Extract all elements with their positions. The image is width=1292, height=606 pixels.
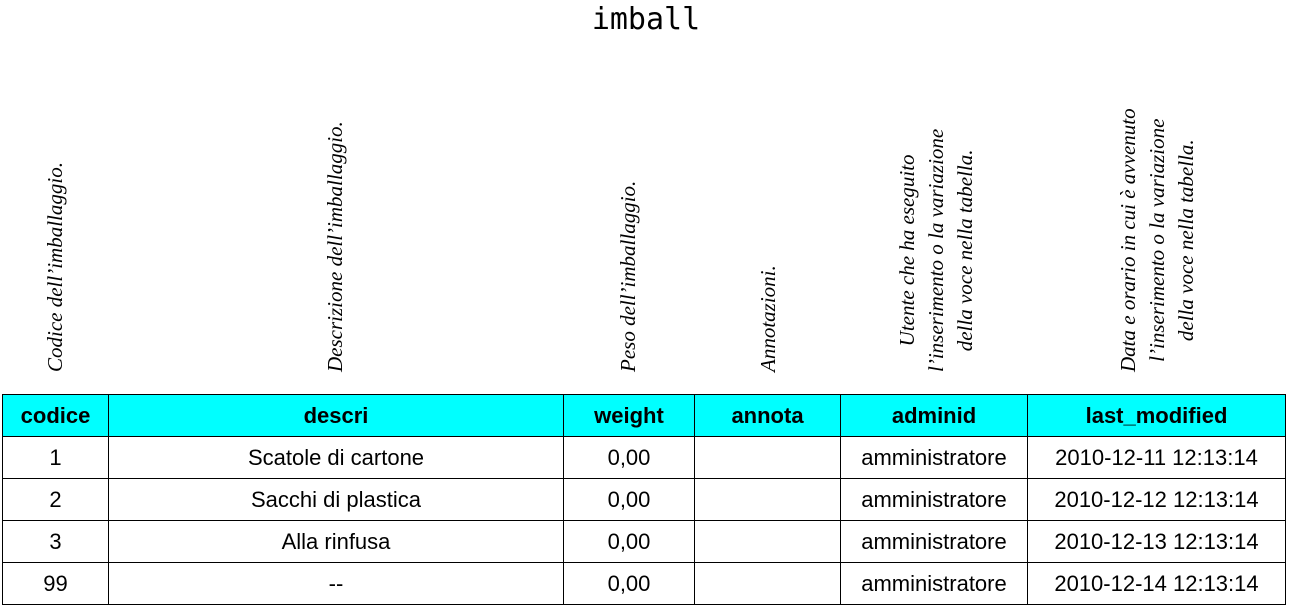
cell-descri: Scatole di cartone	[108, 436, 564, 479]
cell-annota	[694, 520, 841, 563]
column-header-codice: codice	[2, 394, 109, 437]
data-table: codice descri weight annota adminid last_modi…	[2, 394, 1286, 605]
cell-codice: 1	[2, 436, 109, 479]
cell-last-modified: 2010-12-13 12:13:14	[1027, 520, 1286, 563]
cell-weight: 0,00	[563, 520, 695, 563]
column-description-line: Codice dell’imballaggio.	[42, 162, 67, 372]
column-description-line: l’inserimento o la variazione	[1144, 118, 1169, 362]
column-description-line: Descrizione dell’imballaggio.	[322, 121, 347, 372]
column-description-line: della voce nella tabella.	[1173, 139, 1198, 342]
column-description-annota: Annotazioni.	[754, 265, 783, 372]
column-header-descri: descri	[108, 394, 564, 437]
column-description-line: Peso dell’imballaggio.	[615, 180, 640, 372]
page-title: imball	[591, 2, 701, 37]
column-description-last-modified: Data e orario in cui è avvenuto l’inserim…	[1114, 108, 1201, 372]
cell-adminid: amministratore	[840, 520, 1028, 563]
column-description-line: della voce nella tabella.	[952, 149, 977, 352]
column-header-weight: weight	[563, 394, 695, 437]
cell-annota	[694, 562, 841, 605]
cell-annota	[694, 436, 841, 479]
column-description-codice: Codice dell’imballaggio.	[41, 162, 70, 372]
column-description-line: l’inserimento o la variazione	[923, 128, 948, 372]
cell-descri: Alla rinfusa	[108, 520, 564, 563]
cell-adminid: amministratore	[840, 562, 1028, 605]
column-description-line: Annotazioni.	[755, 265, 780, 372]
table-row: 99 -- 0,00 amministratore 2010-12-14 12:13:1…	[2, 562, 1286, 605]
cell-weight: 0,00	[563, 436, 695, 479]
cell-codice: 99	[2, 562, 109, 605]
cell-last-modified: 2010-12-12 12:13:14	[1027, 478, 1286, 521]
cell-last-modified: 2010-12-14 12:13:14	[1027, 562, 1286, 605]
column-description-weight: Peso dell’imballaggio.	[614, 181, 643, 372]
table-header-row: codice descri weight annota adminid last_modi…	[2, 394, 1286, 437]
cell-descri: --	[108, 562, 564, 605]
cell-codice: 2	[2, 478, 109, 521]
column-description-line: Data e orario in cui è avvenuto	[1115, 108, 1140, 372]
cell-last-modified: 2010-12-11 12:13:14	[1027, 436, 1286, 479]
column-description-adminid: Utente che ha eseguito l’inserimento o la…	[893, 129, 980, 372]
cell-adminid: amministratore	[840, 436, 1028, 479]
table-row: 3 Alla rinfusa 0,00 amministratore 2010-12-1…	[2, 520, 1286, 563]
cell-codice: 3	[2, 520, 109, 563]
cell-descri: Sacchi di plastica	[108, 478, 564, 521]
cell-weight: 0,00	[563, 478, 695, 521]
column-description-line: Utente che ha eseguito	[894, 154, 919, 347]
column-header-annota: annota	[694, 394, 841, 437]
cell-annota	[694, 478, 841, 521]
column-description-descri: Descrizione dell’imballaggio.	[321, 121, 350, 372]
column-header-last-modified: last_modified	[1027, 394, 1286, 437]
cell-adminid: amministratore	[840, 478, 1028, 521]
table-row: 2 Sacchi di plastica 0,00 amministratore 201…	[2, 478, 1286, 521]
table-row: 1 Scatole di cartone 0,00 amministratore 201…	[2, 436, 1286, 479]
column-header-adminid: adminid	[840, 394, 1028, 437]
cell-weight: 0,00	[563, 562, 695, 605]
